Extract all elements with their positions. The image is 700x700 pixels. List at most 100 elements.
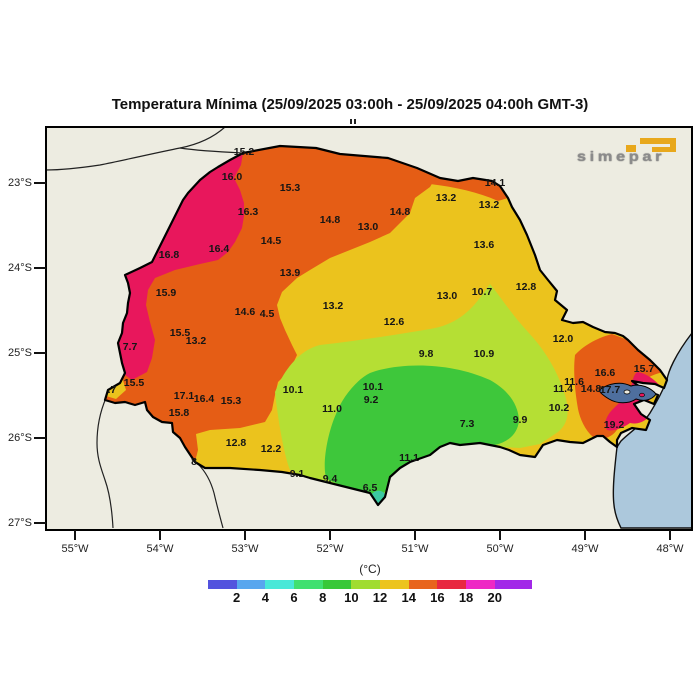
colorbar-tick-label: 16	[430, 590, 445, 605]
lon-axis-label: 54°W	[146, 543, 174, 555]
temp-label: 13.2	[185, 335, 207, 347]
lon-axis-label: 55°W	[61, 543, 89, 555]
sc-argentina-border-line	[197, 463, 224, 529]
parana-state-outline	[103, 144, 669, 507]
lat-axis-label: 24°S	[8, 262, 32, 274]
lon-axis-label: 51°W	[401, 543, 429, 555]
map-frame	[45, 126, 693, 531]
temp-label: 16.6	[594, 367, 616, 379]
temp-label: 9.8	[418, 348, 434, 360]
temp-label: 15.3	[279, 182, 301, 194]
zone-green-south	[324, 365, 519, 503]
colorbar-tick-label: 18	[458, 590, 474, 605]
colorbar-segment	[408, 580, 438, 589]
zone-orange-north-strip	[428, 175, 508, 201]
paraguay-argentina-border-line	[96, 397, 114, 529]
colorbar-unit-label: (°C)	[359, 562, 381, 576]
colorbar-segment	[494, 580, 532, 589]
lon-axis-tick	[669, 530, 671, 540]
temp-label: 10.1	[282, 384, 304, 396]
temp-label: 13.2	[478, 199, 500, 211]
ms-sp-border-line	[45, 126, 226, 171]
temp-label: 15.7	[633, 363, 655, 375]
lat-axis-tick	[34, 182, 46, 184]
temp-label: 13.0	[357, 221, 379, 233]
simepar-logo-text: simepar	[576, 148, 666, 164]
colorbar-segment	[265, 580, 295, 589]
colorbar-segment	[208, 580, 237, 589]
page-title: Temperatura Mínima (25/09/2025 03:00h - …	[111, 96, 589, 113]
colorbar-segment	[236, 580, 266, 589]
lon-axis-label: 53°W	[231, 543, 259, 555]
lon-axis-tick	[499, 530, 501, 540]
temp-label: 9.9	[512, 414, 528, 426]
temp-label: 11.4	[553, 383, 573, 395]
temp-label: 17.7	[599, 384, 621, 396]
temp-label: 16.0	[221, 171, 243, 183]
lat-axis-label: 23°S	[8, 177, 32, 189]
temp-label: 16.4	[193, 393, 215, 405]
temp-label: 10.9	[473, 348, 495, 360]
colorbar-tick-label: 6	[290, 590, 298, 605]
temp-label: 17.1	[173, 390, 195, 402]
lat-axis-label: 27°S	[8, 517, 32, 529]
lon-axis-tick	[414, 530, 416, 540]
temp-label: 15.5	[123, 377, 145, 389]
temp-label: 16.8	[158, 249, 180, 261]
temp-label: 15.2	[233, 146, 255, 158]
temp-label: 12.6	[383, 316, 405, 328]
temp-label: 13.9	[279, 267, 301, 279]
colorbar-segment	[437, 580, 467, 589]
border-spur-line	[179, 147, 244, 154]
temp-label: 10.2	[548, 402, 570, 414]
lon-axis-label: 50°W	[486, 543, 514, 555]
lon-axis-label: 48°W	[656, 543, 684, 555]
lon-axis-label: 52°W	[316, 543, 344, 555]
temp-label: 13.2	[322, 300, 344, 312]
colorbar-segment	[351, 580, 381, 589]
temp-label: 9.2	[363, 394, 379, 406]
temp-label: 14.8	[580, 383, 602, 395]
temp-label: 14.5	[260, 235, 282, 247]
temp-label: 13.2	[435, 192, 457, 204]
lon-axis-tick	[329, 530, 331, 540]
temp-label: 16.4	[208, 243, 230, 255]
temp-label: 14.8	[319, 214, 341, 226]
temp-label: 13.6	[473, 239, 495, 251]
colorbar-tick-label: 10	[344, 590, 359, 605]
lat-axis-tick	[34, 352, 46, 354]
temp-label: 11.0	[322, 403, 342, 415]
temp-label: 14.1	[484, 177, 506, 189]
temp-label: 15.9	[155, 287, 177, 299]
temp-label: 14.8	[389, 206, 411, 218]
temp-label: 15.8	[168, 407, 190, 419]
temp-label: 11.6	[564, 376, 584, 388]
temp-label: 6.5	[362, 482, 378, 494]
colorbar-tick-label: 2	[233, 590, 241, 605]
bay-island	[623, 389, 631, 395]
temp-label: 12.0	[552, 333, 574, 345]
temp-label: 4.5	[259, 308, 275, 320]
colorbar-segment	[294, 580, 323, 589]
colorbar-segment	[466, 580, 495, 589]
temp-label: 12.8	[225, 437, 247, 449]
temp-label: 19.2	[603, 419, 625, 431]
colorbar-tick-label: 20	[487, 590, 502, 605]
temp-label: 15.5	[169, 327, 191, 339]
temp-label: 12.8	[515, 281, 537, 293]
temp-label: 7.3	[459, 418, 475, 430]
bay-island	[639, 392, 645, 398]
temp-label: 12.2	[260, 443, 282, 455]
temp-label: 8	[191, 456, 197, 468]
temp-label: 7.7	[122, 341, 138, 353]
temp-label: 9.4	[322, 473, 338, 485]
temp-label: 15.3	[220, 395, 242, 407]
colorbar-tick-label: 8	[319, 590, 327, 605]
temp-label: 10.1	[362, 381, 384, 393]
lon-axis-tick	[159, 530, 161, 540]
colorbar-tick-label: 14	[401, 590, 416, 605]
temp-label: 9.1	[289, 468, 305, 480]
zone-pink-northwest	[118, 153, 244, 380]
